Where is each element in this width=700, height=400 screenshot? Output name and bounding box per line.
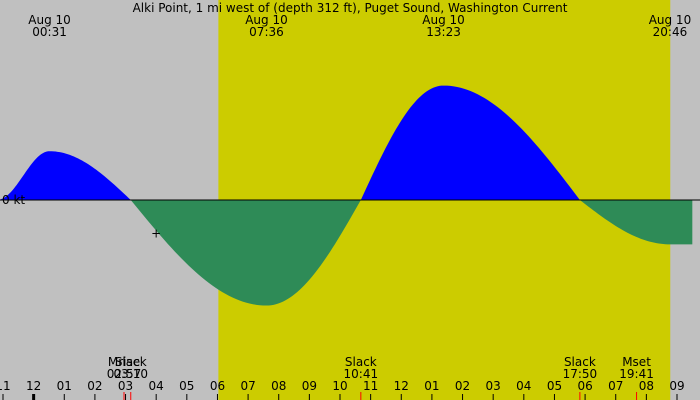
event-labels: Mrise02:57Slack03:10Slack10:41Slack17:50… — [107, 355, 654, 400]
hour-tick-label: 08 — [639, 379, 654, 393]
event-name: Slack — [564, 355, 596, 369]
hour-tick-label: 06 — [577, 379, 592, 393]
chart-title: Alki Point, 1 mi west of (depth 312 ft),… — [133, 1, 568, 15]
hour-tick-label: 06 — [210, 379, 225, 393]
top-label-time: 00:31 — [32, 25, 67, 39]
hour-tick-label: 12 — [394, 379, 409, 393]
hour-tick-label: 08 — [271, 379, 286, 393]
flood-area — [0, 85, 693, 200]
hour-tick-label: 07 — [608, 379, 623, 393]
hour-axis: 11 12 01 02 03 04 05 06 07 08 09 10 11 12 01 02 03 04 05 06… — [0, 379, 685, 400]
hour-tick-label: 04 — [516, 379, 531, 393]
hour-tick-label: 11 — [363, 379, 378, 393]
current-time-marker: + — [151, 227, 161, 241]
top-label-date: Aug 10 — [28, 13, 71, 27]
event-time: 03:10 — [113, 367, 148, 381]
hour-tick-label: 02 — [87, 379, 102, 393]
event-time: 02:57 — [107, 367, 142, 381]
top-label-time: 13:23 — [426, 25, 461, 39]
top-label-date: Aug 10 — [245, 13, 288, 27]
hour-tick-label: 03 — [486, 379, 501, 393]
top-label-date: Aug 10 — [422, 13, 465, 27]
hour-tick-label: 10 — [332, 379, 347, 393]
hour-tick-label: 03 — [118, 379, 133, 393]
hour-tick-label: 05 — [179, 379, 194, 393]
event-time: 10:41 — [344, 367, 379, 381]
hour-tick-label: 01 — [424, 379, 439, 393]
top-label-time: 20:46 — [653, 25, 688, 39]
event-name: Slack — [115, 355, 147, 369]
hour-tick-label: 05 — [547, 379, 562, 393]
hour-tick-label: 09 — [302, 379, 317, 393]
event-name: Slack — [345, 355, 377, 369]
hour-tick-label: 02 — [455, 379, 470, 393]
event-time: 19:41 — [619, 367, 654, 381]
event-name: Mrise — [108, 355, 140, 369]
hour-tick-label: 07 — [240, 379, 255, 393]
zero-kt-label: 0 kt — [2, 193, 25, 207]
hour-tick-label: 09 — [669, 379, 684, 393]
ebb-area — [0, 200, 693, 306]
top-label-time: 07:36 — [249, 25, 284, 39]
event-time: 17:50 — [563, 367, 598, 381]
hour-tick-label: 04 — [149, 379, 164, 393]
hour-tick-label: 11 — [0, 379, 11, 393]
hour-tick-label: 12 — [26, 379, 41, 393]
top-label-date: Aug 10 — [649, 13, 692, 27]
hour-tick-label: 01 — [57, 379, 72, 393]
event-name: Mset — [622, 355, 651, 369]
